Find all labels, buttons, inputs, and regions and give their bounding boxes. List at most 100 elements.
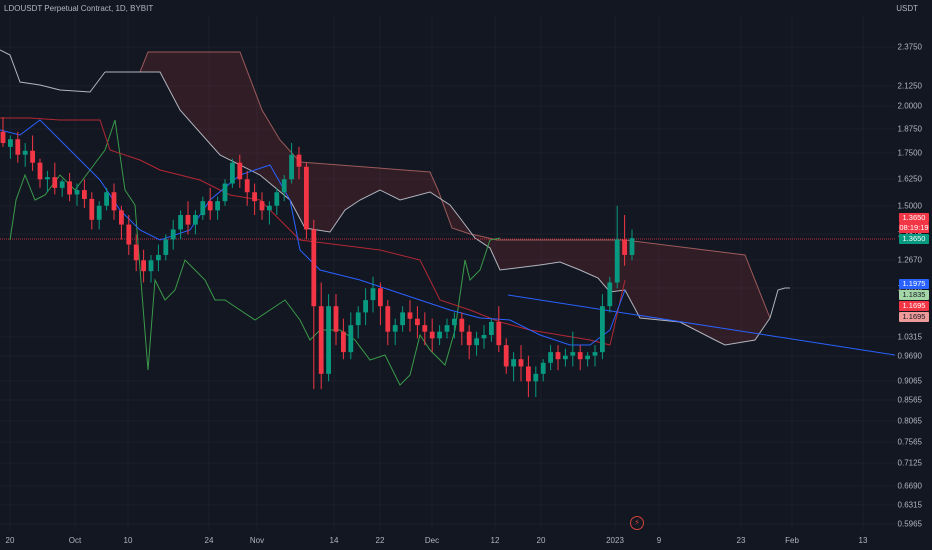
candle [82, 179, 87, 209]
candle [74, 183, 80, 206]
time-tick-label: Nov [249, 536, 265, 545]
candle [0, 117, 6, 147]
candle [629, 229, 635, 261]
candle [452, 312, 457, 339]
time-tick-label: 12 [490, 536, 500, 545]
candle [407, 300, 413, 332]
price-tick-label: 2.1250 [897, 81, 922, 91]
time-tick-label: Oct [68, 536, 82, 545]
candle [111, 183, 117, 220]
time-tick-label: 10 [123, 536, 133, 545]
candle [104, 187, 109, 211]
candle [67, 172, 72, 202]
candle [585, 352, 590, 367]
candle [148, 254, 154, 283]
candle [207, 187, 213, 220]
price-tick-label: 1.0315 [897, 332, 922, 342]
price-tick-label: 2.0000 [897, 101, 922, 111]
candle [489, 318, 494, 342]
ichimoku-cloud [105, 52, 770, 345]
candle [30, 135, 35, 171]
candle [548, 345, 553, 371]
price-tick-label: 0.7125 [897, 458, 922, 468]
candle [281, 175, 287, 202]
candle [466, 325, 472, 360]
candle [378, 282, 383, 326]
candle [193, 210, 198, 235]
candle [52, 162, 58, 195]
candle [289, 143, 294, 184]
candle [244, 170, 250, 206]
price-tick-label: 1.7500 [897, 148, 922, 158]
candle [237, 154, 243, 188]
price-tick-label: 0.8065 [897, 416, 922, 426]
candle [200, 196, 206, 220]
price-tick-label: 0.7565 [897, 437, 922, 447]
price-tick-label: 1.5000 [897, 201, 922, 211]
candle [119, 205, 124, 240]
candle [533, 366, 539, 398]
price-tick-label: 0.6690 [897, 481, 922, 491]
candle [230, 158, 235, 188]
chart-title: LDOUSDT Perpetual Contract, 1D, BYBIT [4, 4, 154, 13]
candle [326, 294, 331, 382]
candle [614, 205, 620, 289]
price-tag: 1.1835 [899, 290, 929, 300]
candle [126, 215, 132, 255]
price-tick-label: 2.3750 [897, 42, 922, 52]
lightning-icon[interactable]: ⚡ [630, 516, 644, 530]
price-tag: 1.3650 [899, 213, 929, 223]
time-tick-label: Dec [424, 536, 440, 545]
price-tag: 1.3650 [899, 234, 929, 244]
candle [444, 318, 450, 339]
price-tick-label: 0.9690 [897, 351, 922, 361]
senkou-span-b [105, 51, 771, 319]
candle [429, 318, 435, 353]
candle [503, 338, 509, 374]
candle [577, 345, 583, 371]
candle [304, 162, 309, 240]
candle [496, 306, 502, 353]
candle [341, 318, 346, 360]
time-tick-label: 2023 [606, 536, 624, 545]
currency-label: USDT [896, 4, 918, 13]
candle [318, 282, 324, 390]
price-tick-label: 0.6315 [897, 500, 922, 510]
candle [215, 196, 220, 220]
candle [156, 244, 161, 272]
candle [59, 179, 65, 197]
candle [185, 201, 191, 235]
candle [592, 345, 598, 367]
price-tick-label: 1.8750 [897, 124, 922, 134]
time-tick-label: Feb [785, 536, 799, 545]
candle [133, 234, 139, 272]
candle [563, 348, 568, 367]
candle [437, 325, 442, 346]
candle [163, 234, 169, 261]
candle [474, 331, 479, 356]
candle [222, 179, 228, 206]
candle [296, 146, 302, 180]
time-tick-label: 20 [536, 536, 546, 545]
candle [415, 306, 420, 339]
candle [555, 345, 561, 371]
price-tick-label: 0.5965 [897, 519, 922, 529]
kijun-sen [0, 117, 626, 346]
price-tick-label: 1.2670 [897, 255, 922, 265]
senkou-span-a [105, 71, 771, 346]
time-tick-label: 20 [5, 536, 15, 545]
candle [570, 331, 576, 367]
price-tick-label: 0.9065 [897, 376, 922, 386]
candle [15, 131, 21, 163]
time-tick-label: 22 [375, 536, 385, 545]
cloud-edge-left [0, 49, 106, 93]
candle [392, 318, 398, 346]
price-tag: 08:19:19 [899, 223, 929, 233]
candle [422, 312, 428, 346]
candle [400, 306, 405, 332]
price-tag: 1.1975 [899, 279, 929, 289]
candle [311, 219, 317, 390]
candle [363, 288, 368, 326]
